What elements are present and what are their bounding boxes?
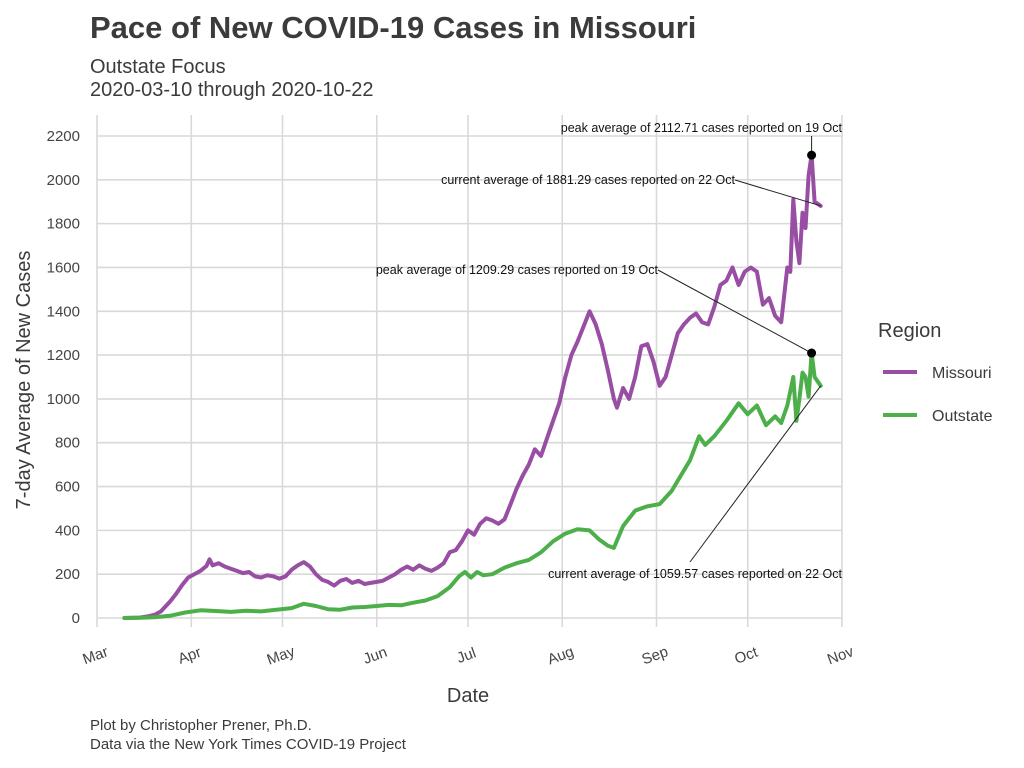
y-tick-label-600: 600 bbox=[55, 479, 80, 496]
x-tick-label-may: May bbox=[265, 643, 298, 669]
y-tick-label-1800: 1800 bbox=[47, 216, 80, 233]
grid bbox=[96, 115, 843, 627]
x-tick-label-jul: Jul bbox=[455, 645, 479, 668]
x-tick-label-jun: Jun bbox=[361, 644, 390, 668]
leader-line-outstate-peak bbox=[657, 269, 812, 354]
caption-line-1: Plot by Christopher Prener, Ph.D. bbox=[90, 717, 312, 734]
y-axis-title: 7-day Average of New Cases bbox=[13, 251, 35, 510]
x-tick-label-oct: Oct bbox=[732, 644, 761, 668]
annotation-outstate-peak: peak average of 1209.29 cases reported o… bbox=[376, 263, 659, 277]
chart-subtitle-line-1: Outstate Focus bbox=[90, 56, 226, 78]
legend: Region Missouri Outstate bbox=[878, 320, 993, 425]
y-axis-ticks: 0 200 400 600 800 1000 1200 1400 1600 1800 2000 220… bbox=[47, 128, 80, 627]
x-axis-title: Date bbox=[447, 685, 489, 707]
chart-title: Pace of New COVID-19 Cases in Missouri bbox=[90, 10, 696, 45]
x-tick-label-apr: Apr bbox=[176, 644, 204, 668]
annotation-missouri-current: current average of 1881.29 cases reporte… bbox=[441, 173, 735, 187]
y-tick-label-2000: 2000 bbox=[47, 172, 80, 189]
series-layer bbox=[122, 153, 823, 620]
x-tick-label-mar: Mar bbox=[80, 643, 110, 668]
peak-dot-outstate bbox=[807, 348, 817, 358]
leader-line-missouri-current bbox=[734, 179, 821, 207]
annotations-layer: peak average of 2112.71 cases reported o… bbox=[376, 121, 843, 581]
caption-line-2: Data via the New York Times COVID-19 Pro… bbox=[90, 736, 407, 753]
y-tick-label-2200: 2200 bbox=[47, 128, 80, 145]
y-tick-label-400: 400 bbox=[55, 522, 80, 539]
x-tick-label-sep: Sep bbox=[640, 643, 671, 668]
legend-title: Region bbox=[878, 320, 941, 342]
legend-label-outstate: Outstate bbox=[932, 408, 993, 425]
series-line-missouri bbox=[122, 153, 823, 620]
y-tick-label-200: 200 bbox=[55, 566, 80, 583]
y-tick-label-1200: 1200 bbox=[47, 347, 80, 364]
legend-label-missouri: Missouri bbox=[932, 365, 992, 382]
x-axis-ticks: Mar Apr May Jun Jul Aug Sep Oct Nov bbox=[80, 643, 856, 669]
x-tick-label-nov: Nov bbox=[825, 643, 856, 668]
leader-line-outstate-current bbox=[689, 385, 822, 563]
y-tick-label-1000: 1000 bbox=[47, 391, 80, 408]
y-tick-label-1600: 1600 bbox=[47, 259, 80, 276]
series-line-outstate bbox=[122, 351, 823, 620]
peak-dot-missouri bbox=[807, 150, 817, 160]
y-tick-label-1400: 1400 bbox=[47, 303, 80, 320]
legend-items: Missouri Outstate bbox=[883, 365, 993, 425]
x-tick-label-aug: Aug bbox=[545, 643, 576, 668]
y-tick-label-0: 0 bbox=[72, 610, 80, 627]
y-tick-label-800: 800 bbox=[55, 435, 80, 452]
annotation-outstate-current: current average of 1059.57 cases reporte… bbox=[548, 567, 842, 581]
chart-subtitle-line-2: 2020-03-10 through 2020-10-22 bbox=[90, 79, 374, 101]
annotation-missouri-peak: peak average of 2112.71 cases reported o… bbox=[561, 121, 843, 135]
